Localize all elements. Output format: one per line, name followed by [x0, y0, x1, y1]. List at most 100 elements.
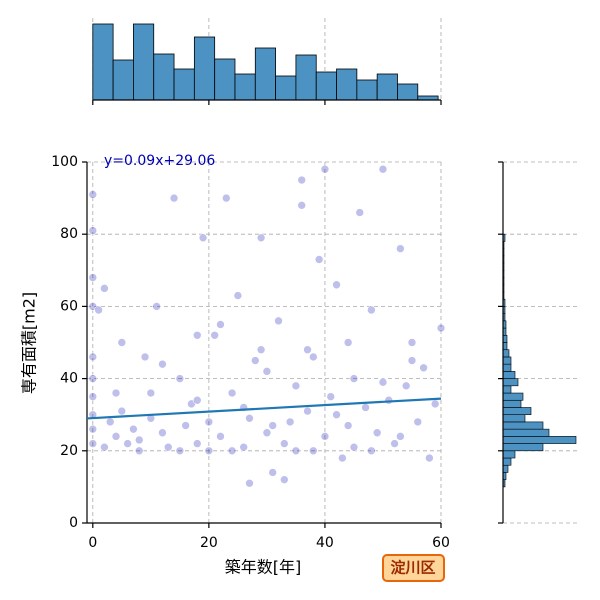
- point: [338, 453, 347, 463]
- hist-bar: [336, 68, 358, 101]
- y-tick-label: 60: [60, 298, 78, 314]
- point: [332, 280, 341, 290]
- point: [163, 442, 173, 452]
- point: [175, 374, 185, 383]
- point: [111, 432, 121, 441]
- hist-bar: [275, 75, 297, 101]
- point: [88, 439, 98, 448]
- point: [192, 395, 202, 405]
- x-tick-label: 20: [200, 535, 218, 551]
- hist-bar: [502, 457, 512, 466]
- point: [396, 244, 405, 253]
- point: [430, 399, 440, 409]
- hist-bar: [502, 385, 512, 394]
- hist-bar: [173, 68, 195, 101]
- hist-bar: [502, 392, 524, 401]
- y-tick-label: 40: [60, 371, 78, 387]
- point: [372, 428, 382, 438]
- point: [291, 381, 301, 391]
- point: [88, 352, 98, 362]
- hist-bar: [397, 83, 419, 101]
- point: [239, 442, 248, 452]
- point: [361, 403, 370, 412]
- point: [285, 417, 295, 427]
- y-tick-label: 0: [69, 515, 78, 531]
- point: [134, 435, 144, 445]
- fit-equation: y=0.09x+29.06: [104, 153, 215, 169]
- hist-bar: [502, 450, 516, 459]
- point: [256, 345, 266, 355]
- point: [378, 377, 388, 387]
- hist-bar: [502, 371, 516, 379]
- point: [297, 175, 307, 185]
- point: [390, 439, 399, 448]
- point: [250, 356, 260, 365]
- point: [158, 428, 167, 438]
- point: [349, 374, 359, 383]
- point: [268, 468, 278, 477]
- point: [407, 356, 417, 365]
- y-tick-label: 80: [60, 226, 78, 242]
- point: [280, 439, 289, 448]
- point: [233, 291, 243, 300]
- point: [204, 446, 214, 456]
- point: [140, 352, 150, 362]
- hist-bar: [502, 378, 519, 387]
- hist-bar: [502, 436, 577, 444]
- hist-bar: [295, 54, 317, 101]
- point: [227, 446, 237, 456]
- point: [367, 305, 376, 315]
- hist-bar: [502, 443, 544, 452]
- hist-bar: [315, 71, 337, 101]
- point: [100, 284, 109, 293]
- point: [152, 302, 161, 311]
- y-tick-label: 100: [51, 154, 78, 170]
- point: [192, 330, 202, 340]
- point: [117, 406, 127, 416]
- point: [401, 381, 411, 391]
- point: [413, 417, 423, 427]
- point: [216, 432, 225, 441]
- point: [192, 439, 202, 448]
- point: [123, 439, 132, 448]
- point: [309, 446, 318, 456]
- ward-label: 淀川区: [390, 559, 435, 577]
- point: [332, 410, 341, 420]
- point: [384, 395, 394, 405]
- point: [88, 273, 98, 282]
- point: [297, 201, 307, 210]
- point: [134, 446, 144, 456]
- hist-bar: [92, 23, 114, 101]
- point: [303, 406, 312, 416]
- point: [355, 208, 365, 217]
- point: [175, 446, 185, 456]
- x-axis-label: 築年数[年]: [225, 558, 302, 577]
- point: [245, 478, 254, 488]
- point: [280, 475, 289, 484]
- point: [262, 428, 272, 438]
- point: [436, 323, 446, 333]
- point: [262, 367, 272, 376]
- point: [88, 190, 98, 199]
- x-tick-label: 0: [88, 535, 97, 551]
- point: [198, 233, 208, 243]
- point: [146, 388, 156, 398]
- hist-bar: [356, 79, 378, 101]
- point: [181, 421, 190, 430]
- point: [320, 432, 330, 441]
- hist-bar: [153, 53, 175, 101]
- point: [100, 442, 109, 452]
- point: [419, 363, 428, 373]
- point: [320, 164, 330, 174]
- y-axis-label: 専有面積[m2]: [20, 292, 39, 394]
- fit-line: [86, 397, 442, 420]
- point: [303, 345, 312, 355]
- point: [117, 338, 127, 347]
- point: [291, 446, 301, 456]
- hist-bar: [502, 399, 522, 408]
- hist-bar: [254, 47, 277, 101]
- point: [227, 388, 237, 398]
- point: [349, 442, 359, 452]
- hist-bar: [502, 428, 550, 437]
